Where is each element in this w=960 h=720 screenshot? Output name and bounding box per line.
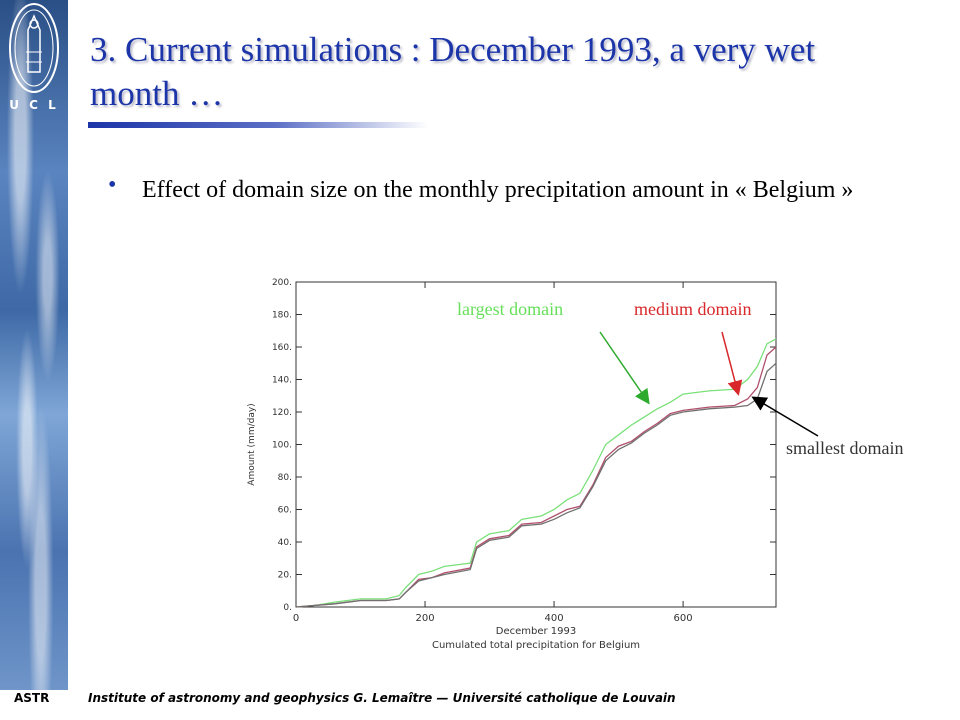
title-underline	[88, 122, 428, 128]
university-seal-logo	[9, 3, 59, 93]
y-tick-label: 120.	[272, 408, 292, 418]
x-tick-label: 400	[545, 613, 564, 624]
y-axis-label: Amount (mm/day)	[247, 403, 257, 485]
ucl-logo-text: U C L	[9, 98, 59, 112]
y-tick-label: 0.	[283, 603, 292, 613]
label-largest-domain: largest domain	[457, 299, 564, 319]
y-tick-label: 20.	[278, 571, 292, 581]
chart-caption: Cumulated total precipitation for Belgiu…	[432, 640, 640, 651]
y-tick-label: 160.	[272, 343, 292, 353]
x-tick-label: 0	[293, 613, 299, 624]
y-tick-label: 40.	[278, 538, 292, 548]
footer-astr: ASTR	[14, 691, 50, 705]
slide-title: 3. Current simulations : December 1993, …	[90, 30, 816, 113]
plot-frame	[295, 281, 777, 608]
decorative-sky-sidebar: U C L	[0, 0, 68, 690]
footer-institute: Institute of astronomy and geophysics G.…	[88, 691, 676, 705]
y-tick-label: 80.	[278, 473, 292, 483]
bullet-text: Effect of domain size on the monthly pre…	[142, 177, 854, 203]
series-largest-domain	[295, 338, 777, 608]
y-tick-label: 100.	[272, 441, 292, 451]
precipitation-chart: 0. 20. 40. 60. 80. 100. 120. 140. 160. 180. 200. 0 2…	[247, 278, 777, 651]
bullet-icon: •	[108, 172, 117, 198]
y-tick-label: 60.	[278, 506, 292, 516]
label-smallest-domain: smallest domain	[786, 438, 904, 458]
y-tick-label: 180.	[272, 311, 292, 321]
y-tick-label: 200.	[272, 278, 292, 288]
footer: ASTR Institute of astronomy and geophysi…	[0, 690, 960, 720]
x-tick-label: 200	[415, 613, 434, 624]
x-tick-label: 600	[674, 613, 693, 624]
x-axis-label: December 1993	[496, 626, 576, 637]
series-medium-domain	[295, 346, 777, 608]
series-smallest-domain	[295, 362, 777, 608]
y-tick-label: 140.	[272, 376, 292, 386]
label-medium-domain: medium domain	[634, 299, 752, 319]
